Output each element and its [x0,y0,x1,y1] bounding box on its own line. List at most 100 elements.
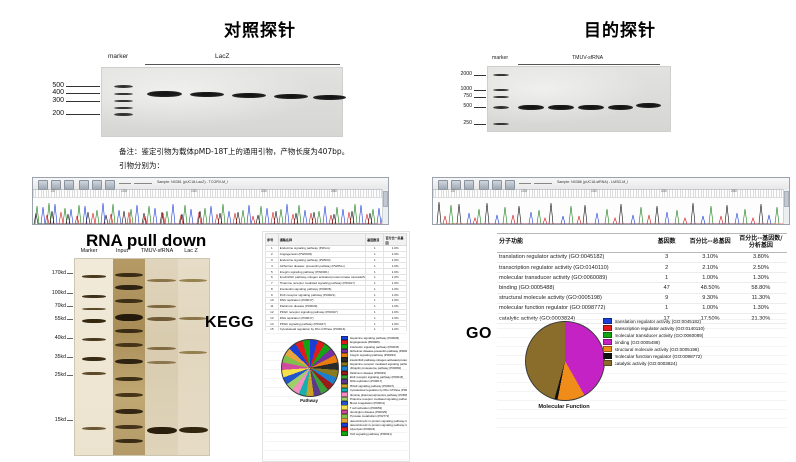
pulldown-sfrna-band [147,317,176,321]
pulldown-gel-image [74,258,210,456]
kegg-cell-count: 1 [365,256,385,264]
ruler-tick-label: 10 [51,189,55,193]
kegg-cell-percent: 1.0% [383,302,407,310]
gel-control-ladder-band [114,92,133,96]
legend-item: Dopamine receptor mediated signaling pat… [341,361,407,367]
go-cell-function: molecular function regulator (GO:0098772… [497,303,648,314]
ruler-tick-label: 150 [591,189,597,193]
go-pie-label: Molecular Function [538,404,590,410]
copy-icon[interactable] [505,179,515,190]
pulldown-input-band [115,359,143,364]
export-icon[interactable] [464,179,474,190]
chromatogram-right-ruler: 10 100 150 200 250 [433,189,789,198]
legend-label: Heterotrimeric G-protein signaling pathw… [349,418,407,423]
legend-label: molecular function regulator (GO:0098772… [614,353,702,359]
toolbar-divider [119,183,131,184]
legend-label: Dopamine receptor mediated signaling pat… [349,362,407,367]
pulldown-mw-tick [67,306,73,307]
gel-target-tick-1000 [474,89,486,91]
kegg-pie-label: Pathway [300,398,318,403]
pulldown-mw-tick [67,420,73,421]
table-row: molecular transducer activity (GO:006008… [497,272,787,284]
gel-control-ladder-band [114,113,133,117]
gel-control-ladder-band [114,85,133,88]
go-table-body: translation regulator activity (GO:00451… [497,252,787,325]
print-icon[interactable] [79,179,89,190]
print-icon[interactable] [479,179,489,190]
go-cell-count: 47 [647,282,686,294]
ruler-tick-label: 100 [121,189,127,193]
gel-control-sample-label: LacZ [215,53,230,60]
chromatogram-right-scrollbar[interactable] [783,189,789,224]
ruler-tick-label: 250 [331,189,337,193]
pulldown-input-band [115,409,143,414]
pulldown-lane-marker: Marker [80,248,98,254]
go-cell-pct-analyzed: 1.30% [734,272,787,284]
kegg-cell-count: 1 [365,325,385,331]
legend-label: EGF receptor signaling pathway (P00018) [349,375,404,380]
legend-item: Blood coagulation (P00011) [341,400,407,406]
legend-swatch [603,353,612,360]
kegg-cell-count: 1 [365,273,385,281]
legend-label: T cell activation (P00053) [349,405,383,410]
chromatogram-right-window[interactable]: Sample: N0386 (pUC18-sfRNA) - LMSD-M_I 1… [432,177,790,225]
pulldown-lacz-band [179,279,207,282]
legend-swatch [341,383,348,389]
open-icon[interactable] [38,179,48,190]
legend-item: transcription regulator activity (GO:014… [603,325,787,332]
legend-swatch [341,344,348,350]
table-row: 7 Thiamine receptor mediated signaling pa… [265,279,407,287]
gel-target-sample-band [578,104,604,110]
pulldown-input-band [115,329,143,333]
pulldown-lane-sfrna: TMUV-sfRNA [140,248,174,254]
gel-control-tick-500 [66,86,100,87]
pulldown-lacz-band [179,351,207,354]
legend-label: Parkinson disease (P00049) [349,370,386,375]
gel-target-marker-2000: 2000 [460,71,472,77]
legend-item: PDGF signaling pathway (P00047) [341,383,407,389]
gel-control-sample-band [147,91,182,97]
caption-line-1: 备注：鉴定引物为载体pMD-18T上的通用引物，产物长度为407bp。 [119,147,350,156]
chromatogram-left-scrollbar[interactable] [382,189,388,224]
chromatogram-left-toolbar[interactable]: Sample: N0381 (pUC18-LacZ) - TCGRV-M_I [33,178,388,190]
legend-item: binding (GO:0005488) [603,339,787,346]
save-icon[interactable] [51,179,61,190]
pulldown-mw-100: 100kd [51,290,66,296]
pulldown-panel: Marker Input TMUV-sfRNA Lac Z [52,248,217,456]
pulldown-input-band [115,393,143,397]
legend-swatch [341,379,348,384]
gel-target-marker-label: marker [492,55,509,61]
legend-label: DNA replication (P00017) [349,379,383,384]
go-cell-pct-total: 1.00% [685,303,735,314]
legend-swatch [341,361,348,367]
export-icon[interactable] [64,179,74,190]
base-icon[interactable] [92,179,102,190]
kegg-cell-percent: 1.0% [383,250,407,258]
legend-item: Insulin/IGF pathway-mitogen activated pr… [341,357,407,363]
go-cell-function: binding (GO:0005488) [497,282,648,294]
go-cell-pct-analyzed: 58.80% [734,282,787,294]
legend-swatch [603,332,612,339]
legend-label: Pyruvate metabolism (P02772) [349,414,390,419]
legend-swatch [341,396,348,402]
legend-label: Dopamine signaling pathway (P00026) [349,336,400,341]
legend-label: Angiogenesis (P00005) [349,340,380,345]
base-icon[interactable] [492,179,502,190]
pulldown-marker-band [82,338,106,341]
go-cell-pct-total: 48.50% [685,282,735,294]
chromatogram-right-trace [433,197,789,224]
scrollbar-thumb[interactable] [784,191,789,207]
kegg-cell-count: 1 [365,285,385,293]
open-icon[interactable] [438,179,448,190]
go-cell-pct-total: 3.10% [685,252,735,263]
kegg-panel: 序号 通路名称 基因数目 百分比--总基因 1 Endocrine signali… [262,231,410,462]
table-row: 12 PDGF receptor signaling pathway (P0004… [265,308,407,316]
scrollbar-thumb[interactable] [383,191,388,207]
go-cell-count: 1 [647,303,686,314]
legend-item: Angiogenesis (P00005) [341,340,407,345]
gel-control-marker-label: marker [108,53,129,60]
save-icon[interactable] [451,179,461,190]
pulldown-input-band [115,439,143,443]
copy-icon[interactable] [105,179,115,190]
chromatogram-left-window[interactable]: Sample: N0381 (pUC18-LacZ) - TCGRV-M_I 1… [32,177,389,225]
